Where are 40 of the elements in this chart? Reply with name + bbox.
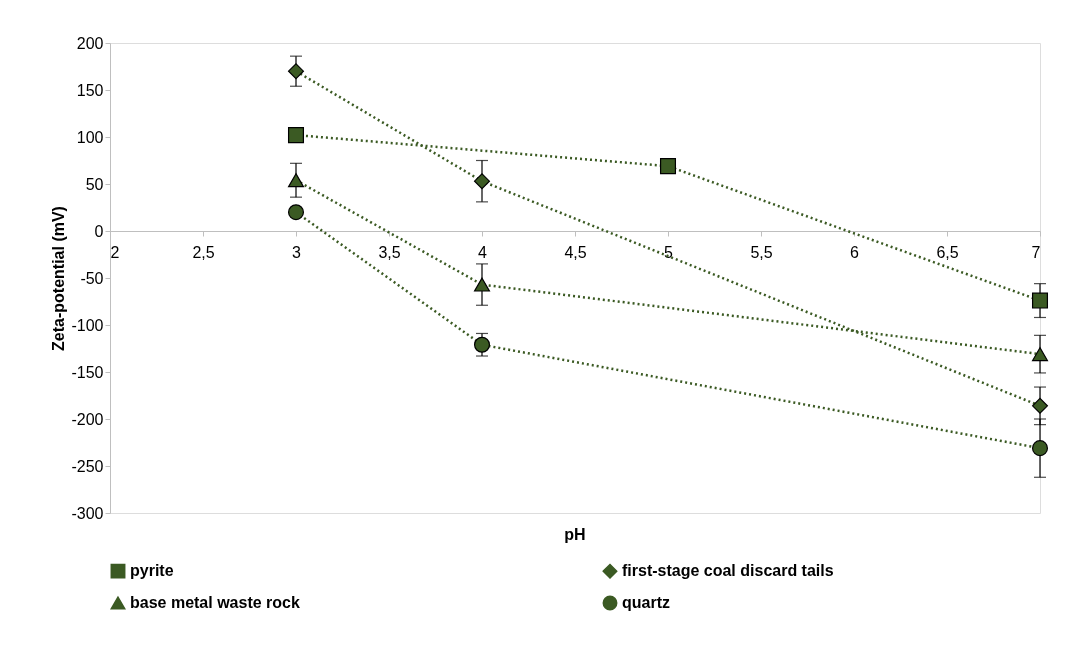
- legend-label: quartz: [622, 594, 670, 611]
- x-tick-label: 6,5: [936, 243, 959, 261]
- x-tick-label: 5: [664, 243, 674, 261]
- point: [1031, 292, 1049, 309]
- x-tick-label: 2,5: [192, 243, 215, 261]
- x-tick-label: 5,5: [750, 243, 773, 261]
- point: [287, 204, 305, 221]
- y-axis-title: Zeta-potential (mV): [50, 206, 68, 351]
- y-tick-label: -50: [80, 269, 104, 287]
- point: [1031, 440, 1049, 457]
- x-tick-label: 2: [110, 243, 120, 261]
- y-tick-label: -250: [71, 457, 104, 475]
- x-tick-label: 4,5: [564, 243, 587, 261]
- y-tick-label: -200: [71, 410, 104, 428]
- y-tick-label: -150: [71, 363, 104, 381]
- point: [473, 336, 491, 353]
- point: [659, 158, 677, 175]
- point: [473, 173, 491, 190]
- y-tick-label: 200: [76, 34, 104, 52]
- legend-label: base metal waste rock: [130, 594, 300, 611]
- y-tick-label: -100: [71, 316, 104, 334]
- point: [1031, 397, 1049, 414]
- point: [287, 127, 305, 144]
- y-tick-label: -300: [71, 504, 104, 522]
- point: [473, 277, 491, 292]
- x-tick-label: 6: [850, 243, 860, 261]
- x-tick-label: 3,5: [378, 243, 401, 261]
- y-tick-label: 100: [76, 128, 104, 146]
- x-axis-title: pH: [564, 526, 586, 543]
- point: [1031, 347, 1049, 362]
- x-tick-label: 4: [478, 243, 488, 261]
- x-tick-label: 7: [1031, 243, 1041, 261]
- y-tick-label: 50: [85, 175, 104, 193]
- point: [287, 173, 305, 188]
- legend-label: first-stage coal discard tails: [622, 562, 834, 580]
- y-tick-label: 0: [94, 222, 104, 240]
- point: [287, 63, 305, 80]
- legend-label: pyrite: [130, 562, 174, 580]
- y-tick-label: 150: [76, 81, 104, 99]
- x-tick-label: 3: [292, 243, 302, 261]
